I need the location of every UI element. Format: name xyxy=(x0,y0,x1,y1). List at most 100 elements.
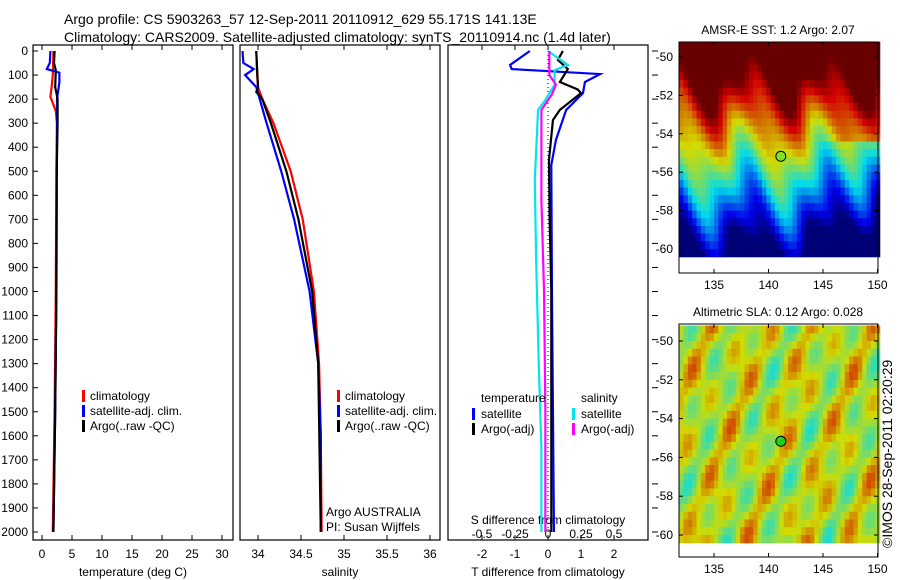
map-cell xyxy=(831,403,837,412)
map-cell xyxy=(687,356,693,365)
map-cell xyxy=(870,341,876,350)
map-cell xyxy=(779,95,785,104)
map-cell xyxy=(849,164,855,173)
map-cell xyxy=(775,519,780,528)
map-cell xyxy=(844,87,850,96)
map-cell xyxy=(683,126,689,135)
map-cell xyxy=(844,496,850,505)
map-cell xyxy=(753,210,759,219)
map-cell xyxy=(731,449,737,458)
s-tick-label: 0.25 xyxy=(569,527,593,541)
map-cell xyxy=(866,210,872,219)
map-cell xyxy=(683,202,689,212)
map-cell xyxy=(722,195,728,204)
map-cell xyxy=(679,496,685,505)
map-cell xyxy=(831,488,837,497)
map-cell xyxy=(796,449,802,458)
map-cell xyxy=(818,57,824,66)
map-cell xyxy=(687,195,693,204)
map-cell xyxy=(818,187,824,196)
map-cell xyxy=(827,426,833,435)
map-cell xyxy=(687,472,693,482)
map-cell xyxy=(844,149,850,158)
map-cell xyxy=(731,195,737,204)
map-cell xyxy=(796,372,802,381)
map-cell xyxy=(788,441,794,451)
map-cell xyxy=(814,156,820,166)
map-cell xyxy=(753,387,759,396)
map-cell xyxy=(718,57,724,66)
x-tick-label: 20 xyxy=(155,547,169,561)
map-cell xyxy=(714,341,719,350)
map-cell xyxy=(788,95,794,104)
map-cell xyxy=(775,202,780,212)
map-cell xyxy=(831,49,837,58)
map-cell xyxy=(779,133,785,143)
map-cell xyxy=(818,356,824,365)
map-cell xyxy=(809,395,815,404)
map-cell xyxy=(709,403,715,412)
map-cell xyxy=(801,333,807,342)
map-cell xyxy=(823,472,828,482)
map-cell xyxy=(740,202,746,212)
map-cell xyxy=(792,210,798,219)
map-cell xyxy=(731,87,737,96)
map-cell xyxy=(849,149,855,158)
map-cell xyxy=(857,457,863,466)
map-cell xyxy=(727,218,733,227)
map-cell xyxy=(766,172,772,181)
y-tick-label: 1500 xyxy=(1,405,28,419)
map-cell xyxy=(679,103,685,112)
map-cell xyxy=(775,348,780,358)
map-cell xyxy=(766,387,772,396)
map-cell xyxy=(727,418,733,427)
map-cell xyxy=(679,72,685,81)
map-cell xyxy=(740,110,746,120)
map-cell xyxy=(840,172,846,181)
map-cell xyxy=(687,133,693,143)
map-cell xyxy=(775,356,780,365)
x-axis-label: T difference from climatology xyxy=(471,565,625,579)
map-cell xyxy=(683,372,689,381)
map-cell xyxy=(823,249,828,258)
y-tick-label: -58 xyxy=(656,489,674,503)
map-cell xyxy=(779,80,785,89)
map-cell xyxy=(709,195,715,204)
y-tick-label: -52 xyxy=(656,88,674,102)
legend-swatch xyxy=(472,408,475,420)
map-cell xyxy=(840,372,846,381)
map-cell xyxy=(753,164,759,173)
map-cell xyxy=(823,103,828,112)
map-cell xyxy=(692,527,698,536)
map-cell xyxy=(788,118,794,127)
map-cell xyxy=(823,49,828,58)
map-cell xyxy=(796,57,802,66)
map-cell xyxy=(823,503,828,513)
y-tick-label: -56 xyxy=(656,165,674,179)
map-cell xyxy=(766,225,772,235)
map-cell xyxy=(805,457,811,466)
y-tick-label: -56 xyxy=(656,450,674,464)
map-cell xyxy=(862,103,868,112)
map-cell xyxy=(735,149,741,158)
map-cell xyxy=(827,348,833,358)
map-cell xyxy=(870,403,876,412)
map-cell xyxy=(788,41,794,50)
map-cell xyxy=(692,64,698,73)
map-cell xyxy=(836,379,842,389)
map-cell xyxy=(735,503,741,513)
map-cell xyxy=(788,410,794,420)
map-cell xyxy=(753,356,759,365)
map-cell xyxy=(823,519,828,528)
map-cell xyxy=(727,457,733,466)
map-cell xyxy=(823,395,828,404)
map-cell xyxy=(844,195,850,204)
map-cell xyxy=(753,480,759,490)
map-cell xyxy=(818,364,824,373)
map-cell xyxy=(783,325,789,334)
map-cell xyxy=(714,179,719,189)
map-cell xyxy=(796,403,802,412)
map-cell xyxy=(818,210,824,219)
map-cell xyxy=(705,233,711,242)
map-cell xyxy=(849,465,855,474)
